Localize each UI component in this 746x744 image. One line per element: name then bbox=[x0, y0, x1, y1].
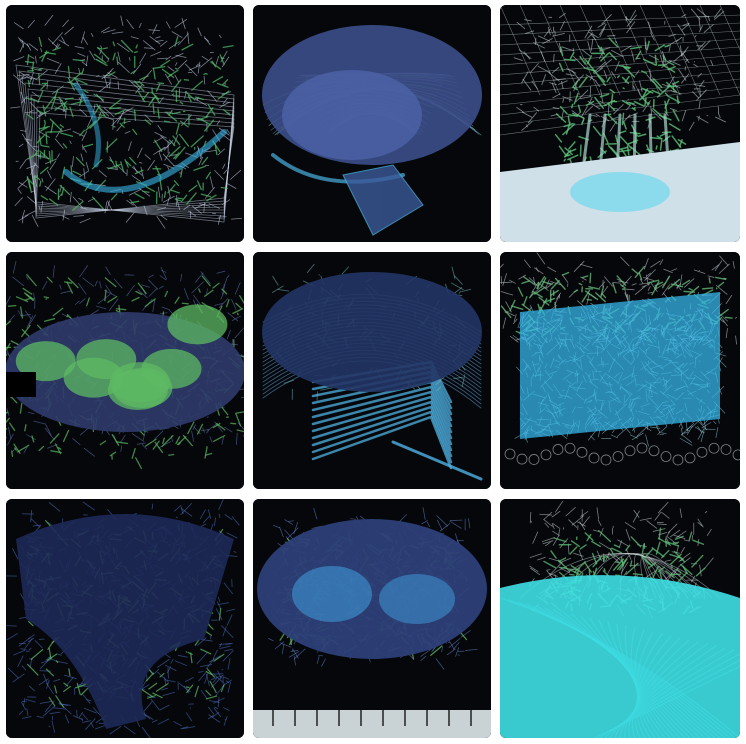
tile-7 bbox=[6, 499, 244, 738]
brain-like-wireframe-image bbox=[253, 499, 491, 738]
wireframe-box-mesh-image bbox=[6, 5, 244, 242]
stacked-contour-dome-image bbox=[253, 252, 491, 489]
cyan-wave-under-dome-image bbox=[500, 499, 740, 738]
tile-4 bbox=[6, 252, 244, 489]
tile-8 bbox=[253, 499, 491, 738]
tile-2 bbox=[253, 5, 491, 242]
cyan-volume-cube-image bbox=[500, 252, 740, 489]
green-blob-surface-image bbox=[6, 252, 244, 489]
organic-mesh-drape-image bbox=[6, 499, 244, 738]
tile-1 bbox=[6, 5, 244, 242]
web-canopy-over-floor-image bbox=[500, 5, 740, 242]
tile-3 bbox=[500, 5, 740, 242]
tile-5 bbox=[253, 252, 491, 489]
tile-6 bbox=[500, 252, 740, 489]
tile-9 bbox=[500, 499, 740, 738]
translucent-folded-shell-image bbox=[253, 5, 491, 242]
